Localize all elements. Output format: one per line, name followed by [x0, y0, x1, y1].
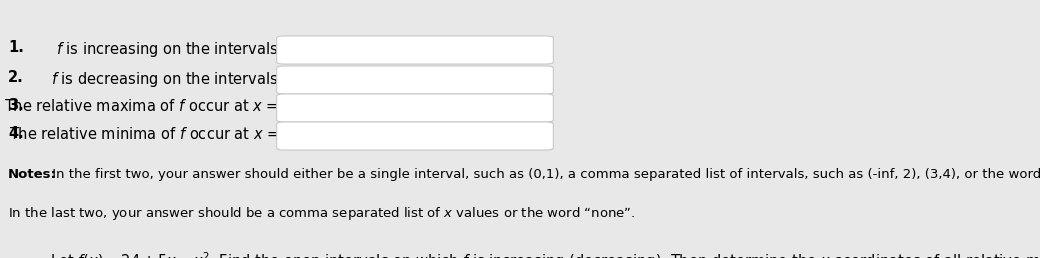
Text: The relative maxima of $f$ occur at $x$ =: The relative maxima of $f$ occur at $x$ …: [4, 98, 279, 114]
Text: $f$ is decreasing on the intervals: $f$ is decreasing on the intervals: [51, 70, 279, 89]
Text: In the last two, your answer should be a comma separated list of $x$ values or t: In the last two, your answer should be a…: [8, 205, 635, 222]
Text: The relative minima of $f$ occur at $x$ =: The relative minima of $f$ occur at $x$ …: [8, 126, 279, 142]
Text: Let $f(x) = 24 + 5x - x^2$. Find the open intervals on which $f$ is increasing (: Let $f(x) = 24 + 5x - x^2$. Find the ope…: [50, 250, 1040, 258]
FancyBboxPatch shape: [277, 66, 553, 94]
Text: $f$ is increasing on the intervals: $f$ is increasing on the intervals: [56, 40, 279, 59]
Text: Notes:: Notes:: [8, 168, 57, 181]
Text: In the first two, your answer should either be a single interval, such as (0,1),: In the first two, your answer should eit…: [48, 168, 1040, 181]
FancyBboxPatch shape: [277, 122, 553, 150]
Text: 1.: 1.: [8, 40, 24, 55]
Text: 4.: 4.: [8, 126, 24, 141]
FancyBboxPatch shape: [277, 94, 553, 122]
FancyBboxPatch shape: [277, 36, 553, 64]
Text: 2.: 2.: [8, 70, 24, 85]
Text: 3.: 3.: [8, 98, 24, 113]
